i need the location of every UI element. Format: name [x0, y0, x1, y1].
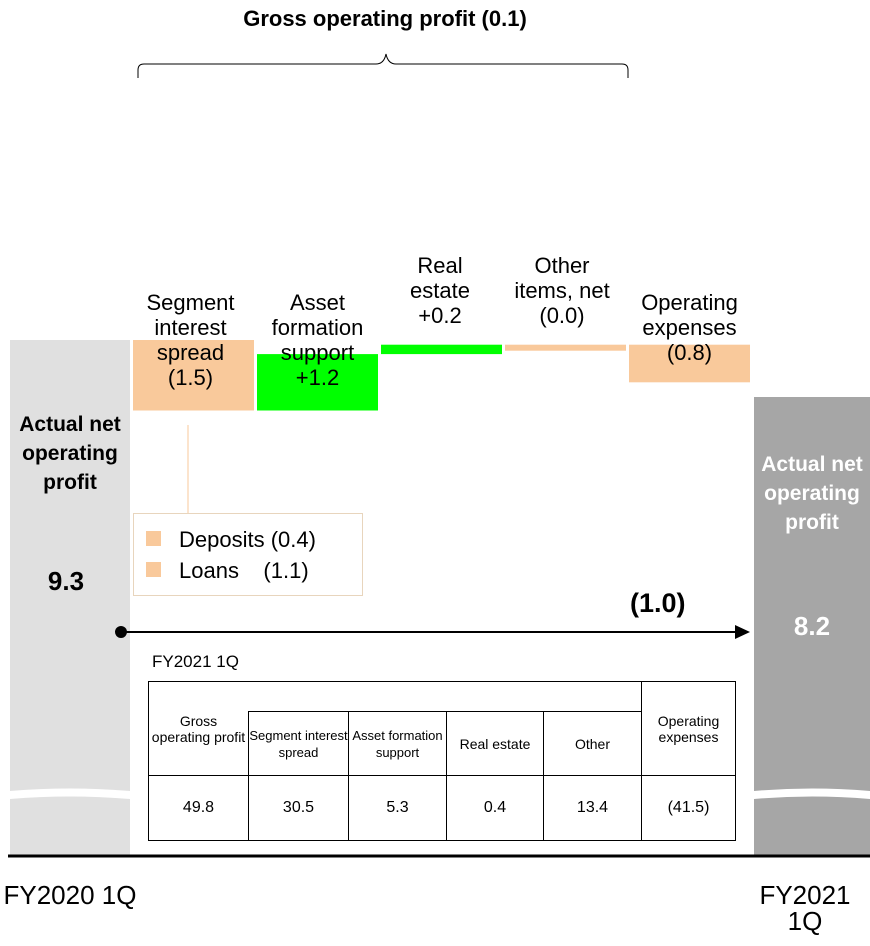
start-bar-label: Actual net operating profit	[19, 413, 121, 494]
value-real-estate: 0.4	[446, 775, 544, 841]
breakdown-label: Deposits	[179, 527, 265, 552]
step-label-line: interest	[154, 315, 227, 340]
loans-swatch	[146, 562, 161, 577]
start-bar-break	[10, 788, 130, 799]
step-label-line: spread	[156, 340, 225, 365]
value-other: 13.4	[543, 775, 642, 841]
step-bar-other-items-net	[505, 344, 626, 351]
step-label-value: +0.2	[418, 303, 462, 328]
fy2021-1q-table: Gross operating profit Operating expense…	[148, 681, 736, 841]
step-label-other-items: Other items, net (0.0)	[492, 253, 632, 328]
step-label-operating-expenses: Operating expenses (0.8)	[622, 290, 757, 365]
step-label-line: Operating	[641, 290, 738, 315]
start-bar-value: 9.3	[47, 566, 85, 596]
table-caption: FY2021 1Q	[152, 652, 239, 671]
step-bar-segment-interest-spread	[133, 340, 254, 411]
end-bar-label: Actual net operating profit	[761, 453, 863, 534]
breakdown-deposits: Deposits (0.4)	[146, 527, 316, 553]
step-label-line: Real	[417, 253, 463, 278]
total-change-label: (1.0)	[630, 588, 686, 618]
segment-breakdown-box: Deposits (0.4) Loans (1.1)	[133, 513, 363, 596]
header-segment-interest-spread: Segment interest spread	[248, 711, 349, 776]
step-bar-real-estate	[381, 344, 502, 355]
step-label-line: Asset	[289, 290, 346, 315]
value-operating-expenses: (41.5)	[641, 775, 736, 841]
step-label-line: items, net	[514, 278, 610, 303]
breakdown-value: (1.1)	[263, 558, 309, 583]
step-label-value: (1.5)	[167, 365, 214, 390]
value-segment-interest-spread: 30.5	[248, 775, 349, 841]
step-bar-operating-expenses	[629, 344, 750, 383]
table-header-row: Gross operating profit Operating expense…	[148, 681, 736, 776]
header-spacer	[248, 681, 642, 712]
start-bar	[10, 340, 130, 856]
end-period-label: FY2021 1Q	[759, 880, 851, 936]
header-other: Other	[543, 711, 642, 776]
table-row: 49.8 30.5 5.3 0.4 13.4 (41.5)	[148, 775, 736, 841]
step-label-segment-interest-spread: Segment interest spread (1.5)	[128, 290, 253, 390]
step-label-line: support	[280, 340, 355, 365]
step-bar-asset-formation-support	[257, 354, 378, 411]
change-arrow-head	[735, 625, 750, 639]
header-real-estate: Real estate	[446, 711, 544, 776]
header-gross-operating-profit: Gross operating profit	[148, 681, 249, 776]
chart-title: Gross operating profit (0.1)	[243, 6, 527, 31]
step-label-value: (0.8)	[666, 340, 713, 365]
step-label-value: +1.2	[295, 365, 340, 390]
step-label-line: expenses	[642, 315, 737, 340]
step-label-line: Other	[534, 253, 590, 278]
start-period-label: FY2020 1Q	[3, 880, 137, 910]
value-gross-operating-profit: 49.8	[148, 775, 249, 841]
gross-profit-brace	[137, 53, 629, 78]
step-label-line: Segment	[146, 290, 235, 315]
table-subheader-row: Segment interest spread Asset formation …	[149, 711, 736, 776]
header-asset-formation-support: Asset formation support	[348, 711, 447, 776]
deposits-swatch	[146, 531, 161, 546]
step-label-asset-formation-support: Asset formation support +1.2	[255, 290, 380, 390]
breakdown-value: (0.4)	[270, 527, 316, 552]
end-bar-break	[754, 788, 870, 799]
breakdown-loans: Loans (1.1)	[146, 558, 309, 584]
step-label-value: (0.0)	[539, 303, 585, 328]
value-asset-formation-support: 5.3	[348, 775, 447, 841]
breakdown-label: Loans	[179, 558, 239, 583]
step-label-line: formation	[271, 315, 364, 340]
step-label-real-estate: Real estate +0.2	[380, 253, 500, 328]
header-operating-expenses: Operating expenses	[641, 681, 736, 776]
step-label-line: estate	[410, 278, 470, 303]
end-bar-value: 8.2	[793, 611, 831, 641]
end-bar	[754, 397, 870, 856]
